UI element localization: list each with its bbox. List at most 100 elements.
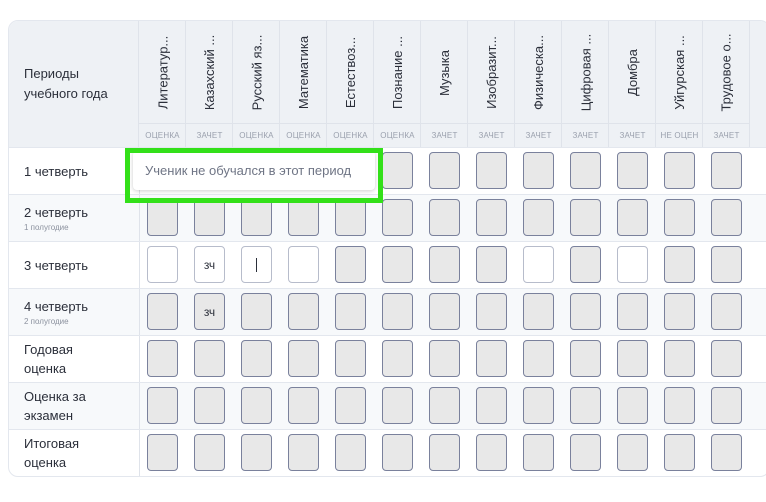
grade-input (570, 340, 601, 377)
subject-name-text: Русский яз... (249, 34, 264, 110)
grade-input (711, 434, 742, 471)
grade-input (570, 434, 601, 471)
grade-input (664, 199, 695, 236)
grade-input (476, 246, 507, 283)
grade-input (335, 340, 366, 377)
grade-type: ЗАЧЕТ (468, 123, 515, 148)
periods-header: Периоды учебного года (9, 21, 139, 147)
period-label-text: 4 четверть (24, 299, 89, 314)
subject-name-text: Познание ... (390, 35, 406, 109)
grade-type: ЗАЧЕТ (703, 123, 750, 148)
grade-input (382, 387, 413, 424)
grade-input[interactable] (617, 246, 648, 283)
grade-input (382, 152, 413, 189)
grade-input (476, 434, 507, 471)
grade-type: ЗАЧЕТ (515, 123, 562, 148)
grade-input (617, 293, 648, 330)
subject-name-text: Уйгурская ... (672, 34, 688, 110)
grade-input (335, 293, 366, 330)
grade-input (523, 434, 554, 471)
grade-input[interactable] (288, 246, 319, 283)
grade-input (288, 199, 319, 236)
grade-input (664, 293, 695, 330)
grade-input (241, 434, 272, 471)
grade-input (476, 293, 507, 330)
grade-input (570, 246, 601, 283)
period-row: 1 четверть (9, 147, 766, 195)
grade-input (241, 387, 272, 424)
subject-name: Трудовое о... (703, 21, 750, 123)
grades-table: Периоды учебного года Литератур... ОЦЕНКА К… (8, 20, 766, 477)
grade-input[interactable] (147, 246, 178, 283)
tooltip: Ученик не обучался в этот период (133, 151, 375, 190)
grade-input (523, 293, 554, 330)
grade-value: зч (203, 257, 216, 272)
grade-input (523, 152, 554, 189)
period-label-text-2: оценка (24, 455, 67, 470)
grade-type: ОЦЕНКА (233, 123, 280, 148)
grade-input (382, 293, 413, 330)
grade-type: ЗАЧЕТ (421, 123, 468, 148)
subject-name: Литератур... (139, 21, 186, 123)
subject-column-header: Литератур... ОЦЕНКА (139, 21, 186, 147)
period-label-text: 1 четверть (24, 163, 89, 179)
grade-input (241, 293, 272, 330)
grade-input (570, 387, 601, 424)
subject-column-header: Музыка ЗАЧЕТ (421, 21, 468, 147)
grade-input (617, 387, 648, 424)
grade-type: ОЦЕНКА (374, 123, 421, 148)
subject-column-header: Изобразит... ЗАЧЕТ (468, 21, 515, 147)
grade-input: зч (194, 293, 225, 330)
subject-column-header: Казахский ... ЗАЧЕТ (186, 21, 233, 147)
divider (139, 336, 140, 383)
subject-name: Изобразит... (468, 21, 515, 123)
period-row: 3 четверть зч (9, 241, 766, 289)
grade-type: ОЦЕНКА (280, 123, 327, 148)
grade-input[interactable] (241, 246, 272, 283)
grade-input[interactable] (523, 246, 554, 283)
subject-name: Математика (280, 21, 327, 123)
subject-name-text: Трудовое о... (719, 32, 735, 112)
period-label-text-2: экзамен (24, 408, 74, 423)
grade-input[interactable]: зч (194, 246, 225, 283)
subject-name-text: Изобразит... (484, 35, 499, 109)
grade-input (335, 387, 366, 424)
subject-column-header: Домбра ЗАЧЕТ (609, 21, 656, 147)
grade-input (429, 293, 460, 330)
subject-column-header: Цифровая ... ЗАЧЕТ (562, 21, 609, 147)
grade-input (429, 246, 460, 283)
grade-input (147, 293, 178, 330)
grade-input (382, 246, 413, 283)
divider (139, 242, 140, 289)
grade-input (617, 434, 648, 471)
grade-input (570, 293, 601, 330)
grade-input (194, 199, 225, 236)
grade-input (382, 340, 413, 377)
subject-name: Естествоз... (327, 21, 374, 123)
grade-input (476, 199, 507, 236)
grade-input (288, 387, 319, 424)
period-row: 4 четверть 2 полугодие зч (9, 288, 766, 336)
grade-input (711, 152, 742, 189)
grade-input (382, 434, 413, 471)
grade-input (194, 340, 225, 377)
grade-input (664, 152, 695, 189)
grade-value: зч (203, 304, 216, 319)
subject-name-text: Физическа... (531, 34, 547, 110)
subject-column-header: Математика ОЦЕНКА (280, 21, 327, 147)
subject-name-text: Казахский ... (202, 34, 218, 110)
grade-type: ЗАЧЕТ (562, 123, 609, 148)
period-label-text: 2 четверть (24, 205, 89, 220)
subject-column-header: Трудовое о... ЗАЧЕТ (703, 21, 750, 147)
subject-name: Домбра (609, 21, 656, 123)
grade-type: ЗАЧЕТ (186, 123, 233, 148)
period-label-text: 3 четверть (24, 257, 89, 273)
period-label: 1 четверть (24, 148, 88, 194)
subject-column-header: Познание ... ОЦЕНКА (374, 21, 421, 147)
highlight-box (125, 148, 383, 203)
period-sublabel: 1 полугодие (24, 223, 69, 232)
text-caret (256, 257, 257, 272)
grade-input (241, 199, 272, 236)
grade-input (288, 293, 319, 330)
grade-input (429, 152, 460, 189)
